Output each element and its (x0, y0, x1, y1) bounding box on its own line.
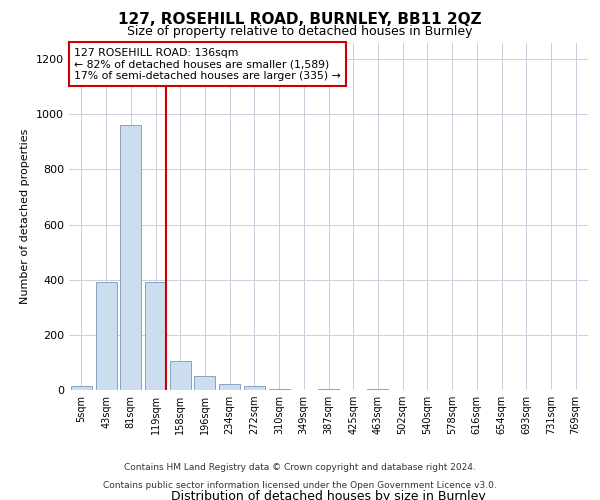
Y-axis label: Number of detached properties: Number of detached properties (20, 128, 31, 304)
Text: Contains HM Land Registry data © Crown copyright and database right 2024.: Contains HM Land Registry data © Crown c… (124, 464, 476, 472)
Text: 127 ROSEHILL ROAD: 136sqm
← 82% of detached houses are smaller (1,589)
17% of se: 127 ROSEHILL ROAD: 136sqm ← 82% of detac… (74, 48, 341, 81)
Bar (367, 388, 388, 390)
Bar (120, 125, 141, 390)
Bar (194, 376, 215, 390)
Text: Contains public sector information licensed under the Open Government Licence v3: Contains public sector information licen… (103, 481, 497, 490)
X-axis label: Distribution of detached houses by size in Burnley: Distribution of detached houses by size … (171, 490, 486, 500)
Text: Size of property relative to detached houses in Burnley: Size of property relative to detached ho… (127, 25, 473, 38)
Bar (244, 386, 265, 390)
Bar (95, 282, 116, 390)
Bar (318, 388, 339, 390)
Text: 127, ROSEHILL ROAD, BURNLEY, BB11 2QZ: 127, ROSEHILL ROAD, BURNLEY, BB11 2QZ (118, 12, 482, 28)
Bar (71, 386, 92, 390)
Bar (219, 384, 240, 390)
Bar (269, 388, 290, 390)
Bar (170, 361, 191, 390)
Bar (145, 282, 166, 390)
